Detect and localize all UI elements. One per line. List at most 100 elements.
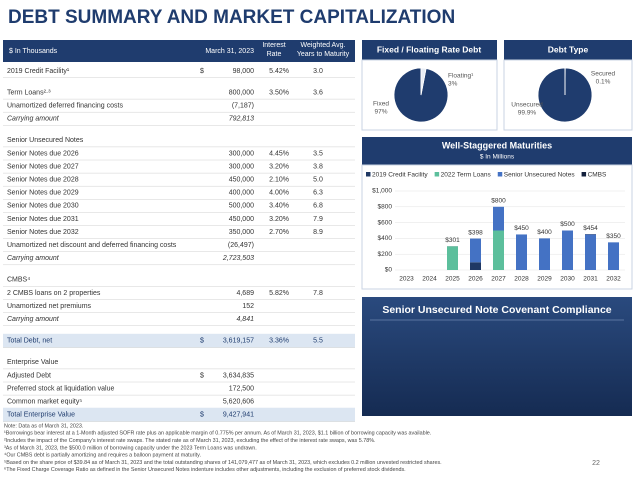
- row-label: Unamortized net discount and deferred fi…: [7, 242, 177, 249]
- slice-label: Fixed: [373, 101, 389, 108]
- rate: 3.20%: [269, 163, 289, 170]
- row-label: Senior Notes due 2027: [7, 163, 79, 170]
- years: 6.8: [313, 203, 323, 210]
- x-tick-label: 2028: [514, 276, 529, 283]
- total-label: $800: [491, 198, 506, 205]
- covenant-title: Senior Unsecured Note Covenant Complianc…: [382, 304, 611, 316]
- currency: $: [200, 68, 204, 75]
- col-header: $ In Thousands: [9, 48, 58, 55]
- x-tick-label: 2024: [422, 276, 437, 283]
- years: 7.8: [313, 290, 323, 297]
- footnote: ⁵Based on the share price of $39.84 as o…: [4, 460, 442, 466]
- amount: 4,841: [236, 316, 254, 323]
- bar-segment: [608, 242, 619, 270]
- row-label: Term Loans²·³: [7, 89, 51, 96]
- row-label: Carrying amount: [7, 255, 60, 262]
- amount: 450,000: [229, 177, 254, 184]
- row-label: Unamortized deferred financing costs: [7, 103, 123, 110]
- amount: 2,723,503: [222, 255, 254, 262]
- slice-label: Secured: [591, 71, 616, 78]
- amount: 400,000: [229, 190, 254, 197]
- total-label: $301: [445, 237, 460, 244]
- x-tick-label: 2029: [537, 276, 552, 283]
- row-label: Senior Notes due 2030: [7, 203, 79, 210]
- amount: 792,813: [229, 116, 254, 123]
- slice-value: 3%: [448, 81, 458, 88]
- slice-value: 0.1%: [596, 79, 611, 86]
- row-label: 2 CMBS loans on 2 properties: [7, 290, 101, 297]
- total-label: $500: [560, 221, 575, 228]
- total-label: $454: [583, 225, 598, 232]
- legend-swatch: [498, 172, 503, 177]
- amount: 300,000: [229, 150, 254, 157]
- rate: 3.36%: [269, 338, 289, 345]
- rate: 2.10%: [269, 177, 289, 184]
- rate: 5.42%: [269, 68, 289, 75]
- bar-segment: [585, 234, 596, 270]
- pies: Fixed97%Floating¹3%Unsecured99.9%Secured…: [373, 68, 615, 122]
- y-tick-label: $1,000: [372, 188, 392, 195]
- total-label: $350: [606, 233, 621, 240]
- col-header: Interest Rate: [256, 41, 292, 59]
- row-label: 2019 Credit Facility¹: [7, 68, 70, 75]
- col-header: March 31, 2023: [205, 48, 254, 55]
- years: 3.5: [313, 150, 323, 157]
- row-label: Senior Notes due 2028: [7, 177, 79, 184]
- years: 5.0: [313, 177, 323, 184]
- years: 3.6: [313, 89, 323, 96]
- bar-segment: [447, 246, 458, 270]
- row-label: Carrying amount: [7, 116, 60, 123]
- legend-label: 2019 Credit Facility: [372, 172, 428, 179]
- amount: 300,000: [229, 163, 254, 170]
- row-highlight: [3, 334, 355, 348]
- amount: 500,000: [229, 203, 254, 210]
- years: 3.0: [313, 68, 323, 75]
- total-label: $398: [468, 229, 483, 236]
- panel-title: Fixed / Floating Rate Debt: [377, 44, 482, 54]
- col-header-wrap: Weighted Avg. Years to Maturity: [292, 41, 354, 61]
- y-tick-label: $400: [378, 235, 393, 242]
- currency: $: [200, 372, 204, 379]
- legend-label: CMBS: [588, 172, 607, 179]
- legend-label: Senior Unsecured Notes: [504, 172, 576, 179]
- amount: 450,000: [229, 216, 254, 223]
- row-label: Total Debt, net: [7, 338, 52, 345]
- footnote: ¹Borrowings bear interest at a 1-Month a…: [4, 431, 431, 437]
- x-tick-label: 2031: [583, 276, 598, 283]
- x-tick-label: 2032: [606, 276, 621, 283]
- amount: 172,500: [229, 385, 254, 392]
- page-number: 22: [592, 460, 600, 467]
- footnote: Note: Data as of March 31, 2023.: [4, 423, 83, 429]
- amount: 9,427,941: [223, 412, 254, 419]
- col-header-wrap: Interest Rate: [256, 41, 292, 61]
- row-label: Senior Notes due 2032: [7, 229, 79, 236]
- slice-label: Floating¹: [448, 73, 474, 80]
- page-title: DEBT SUMMARY AND MARKET CAPITALIZATION: [8, 7, 455, 28]
- slice-label: Unsecured: [511, 102, 543, 109]
- row-label: Total Enterprise Value: [7, 412, 75, 419]
- col-header: Weighted Avg. Years to Maturity: [292, 41, 354, 59]
- y-tick-label: $200: [378, 251, 393, 258]
- amount: 3,634,835: [223, 372, 254, 379]
- bar-segment: [470, 262, 481, 270]
- legend-swatch: [582, 172, 587, 177]
- row-label: Preferred stock at liquidation value: [7, 385, 114, 392]
- footnote: ³As of March 31, 2023, the $500.0 millio…: [4, 445, 257, 451]
- y-tick-label: $800: [378, 204, 393, 211]
- years: 5.5: [313, 338, 323, 345]
- years: 8.9: [313, 229, 323, 236]
- bar-segment: [493, 231, 504, 271]
- amount: (26,497): [228, 242, 254, 249]
- y-tick-label: $600: [378, 219, 393, 226]
- footnote: ⁴Our CMBS debt is partially amortizing a…: [4, 453, 201, 459]
- x-tick-label: 2026: [468, 276, 483, 283]
- rate: 3.40%: [269, 203, 289, 210]
- row-label: Senior Notes due 2031: [7, 216, 79, 223]
- rate: 4.00%: [269, 190, 289, 197]
- row-label: Common market equity⁵: [7, 399, 82, 406]
- row-label: Senior Unsecured Notes: [7, 137, 84, 144]
- years: 3.8: [313, 163, 323, 170]
